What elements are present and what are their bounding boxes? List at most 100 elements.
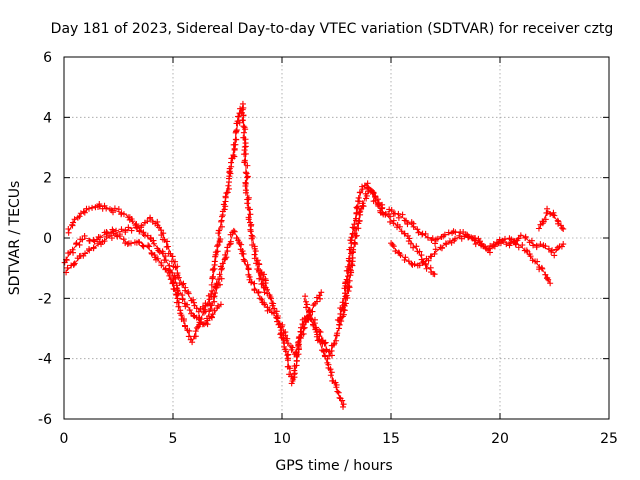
data-point	[346, 258, 353, 265]
data-point	[346, 263, 353, 270]
data-point	[354, 203, 361, 210]
data-point	[399, 211, 406, 218]
data-point	[128, 240, 135, 247]
data-point	[232, 141, 239, 148]
data-point	[349, 254, 356, 261]
data-point	[533, 242, 540, 249]
data-point	[356, 218, 363, 225]
data-point	[242, 126, 249, 133]
data-point	[118, 226, 125, 233]
data-point	[64, 264, 71, 271]
data-point	[512, 241, 519, 248]
data-point	[339, 397, 346, 404]
data-point	[233, 128, 240, 135]
data-point	[306, 311, 313, 318]
data-point	[210, 293, 217, 300]
data-point	[86, 237, 93, 244]
data-point	[340, 311, 347, 318]
data-point	[244, 174, 251, 181]
data-point	[216, 271, 223, 278]
data-point	[343, 267, 350, 274]
data-point	[208, 302, 215, 309]
data-point	[240, 129, 247, 136]
data-point	[169, 269, 176, 276]
data-point	[392, 248, 399, 255]
data-point	[289, 377, 296, 384]
data-point	[527, 253, 534, 260]
data-point	[216, 281, 223, 288]
data-point	[218, 265, 225, 272]
data-point	[468, 234, 475, 241]
data-point	[181, 287, 188, 294]
data-point	[390, 220, 397, 227]
data-point	[438, 245, 445, 252]
data-point	[193, 305, 200, 312]
data-point	[171, 273, 178, 280]
data-point	[486, 245, 493, 252]
data-point	[515, 235, 522, 242]
data-point	[351, 221, 358, 228]
data-point	[211, 298, 218, 305]
data-point	[542, 216, 549, 223]
data-point	[359, 183, 366, 190]
data-point	[545, 245, 552, 252]
data-point	[192, 333, 199, 340]
data-point	[388, 207, 395, 214]
data-point	[402, 254, 409, 261]
data-point	[334, 330, 341, 337]
data-point	[222, 251, 229, 258]
data-point	[129, 218, 136, 225]
data-point	[209, 274, 216, 281]
data-point	[282, 332, 289, 339]
data-point	[414, 226, 421, 233]
data-point	[441, 231, 448, 238]
series-3	[63, 214, 211, 315]
x-tick-label: 15	[382, 431, 400, 447]
data-point	[293, 352, 300, 359]
data-point	[339, 299, 346, 306]
data-point	[65, 226, 72, 233]
data-point	[251, 280, 258, 287]
data-point	[214, 243, 221, 250]
data-point	[364, 180, 371, 187]
data-point	[115, 206, 122, 213]
data-point	[196, 319, 203, 326]
data-point	[261, 271, 268, 278]
data-point	[443, 241, 450, 248]
data-point	[312, 326, 319, 333]
data-point	[207, 291, 214, 298]
data-point	[223, 190, 230, 197]
data-point	[353, 209, 360, 216]
data-point	[120, 236, 127, 243]
data-point	[296, 333, 303, 340]
data-point	[503, 241, 510, 248]
data-point	[212, 249, 219, 256]
data-point	[139, 242, 146, 249]
data-point	[502, 235, 509, 242]
series-11	[535, 205, 567, 232]
data-point	[218, 275, 225, 282]
data-point	[278, 323, 285, 330]
data-point	[106, 232, 113, 239]
data-point	[334, 388, 341, 395]
data-point	[359, 200, 366, 207]
data-point	[515, 244, 522, 251]
data-point	[277, 331, 284, 338]
data-point	[431, 271, 438, 278]
data-point	[551, 212, 558, 219]
data-point	[404, 221, 411, 228]
y-tick-label: 2	[43, 171, 52, 187]
data-point	[179, 296, 186, 303]
data-point	[425, 257, 432, 264]
series-10	[388, 231, 554, 287]
data-point	[258, 296, 265, 303]
y-axis-label: SDTVAR / TECUs	[7, 181, 23, 296]
data-point	[245, 216, 252, 223]
data-point	[221, 206, 228, 213]
data-point	[179, 281, 186, 288]
data-point	[352, 233, 359, 240]
data-point	[549, 247, 556, 254]
data-point	[342, 280, 349, 287]
data-point	[111, 205, 118, 212]
